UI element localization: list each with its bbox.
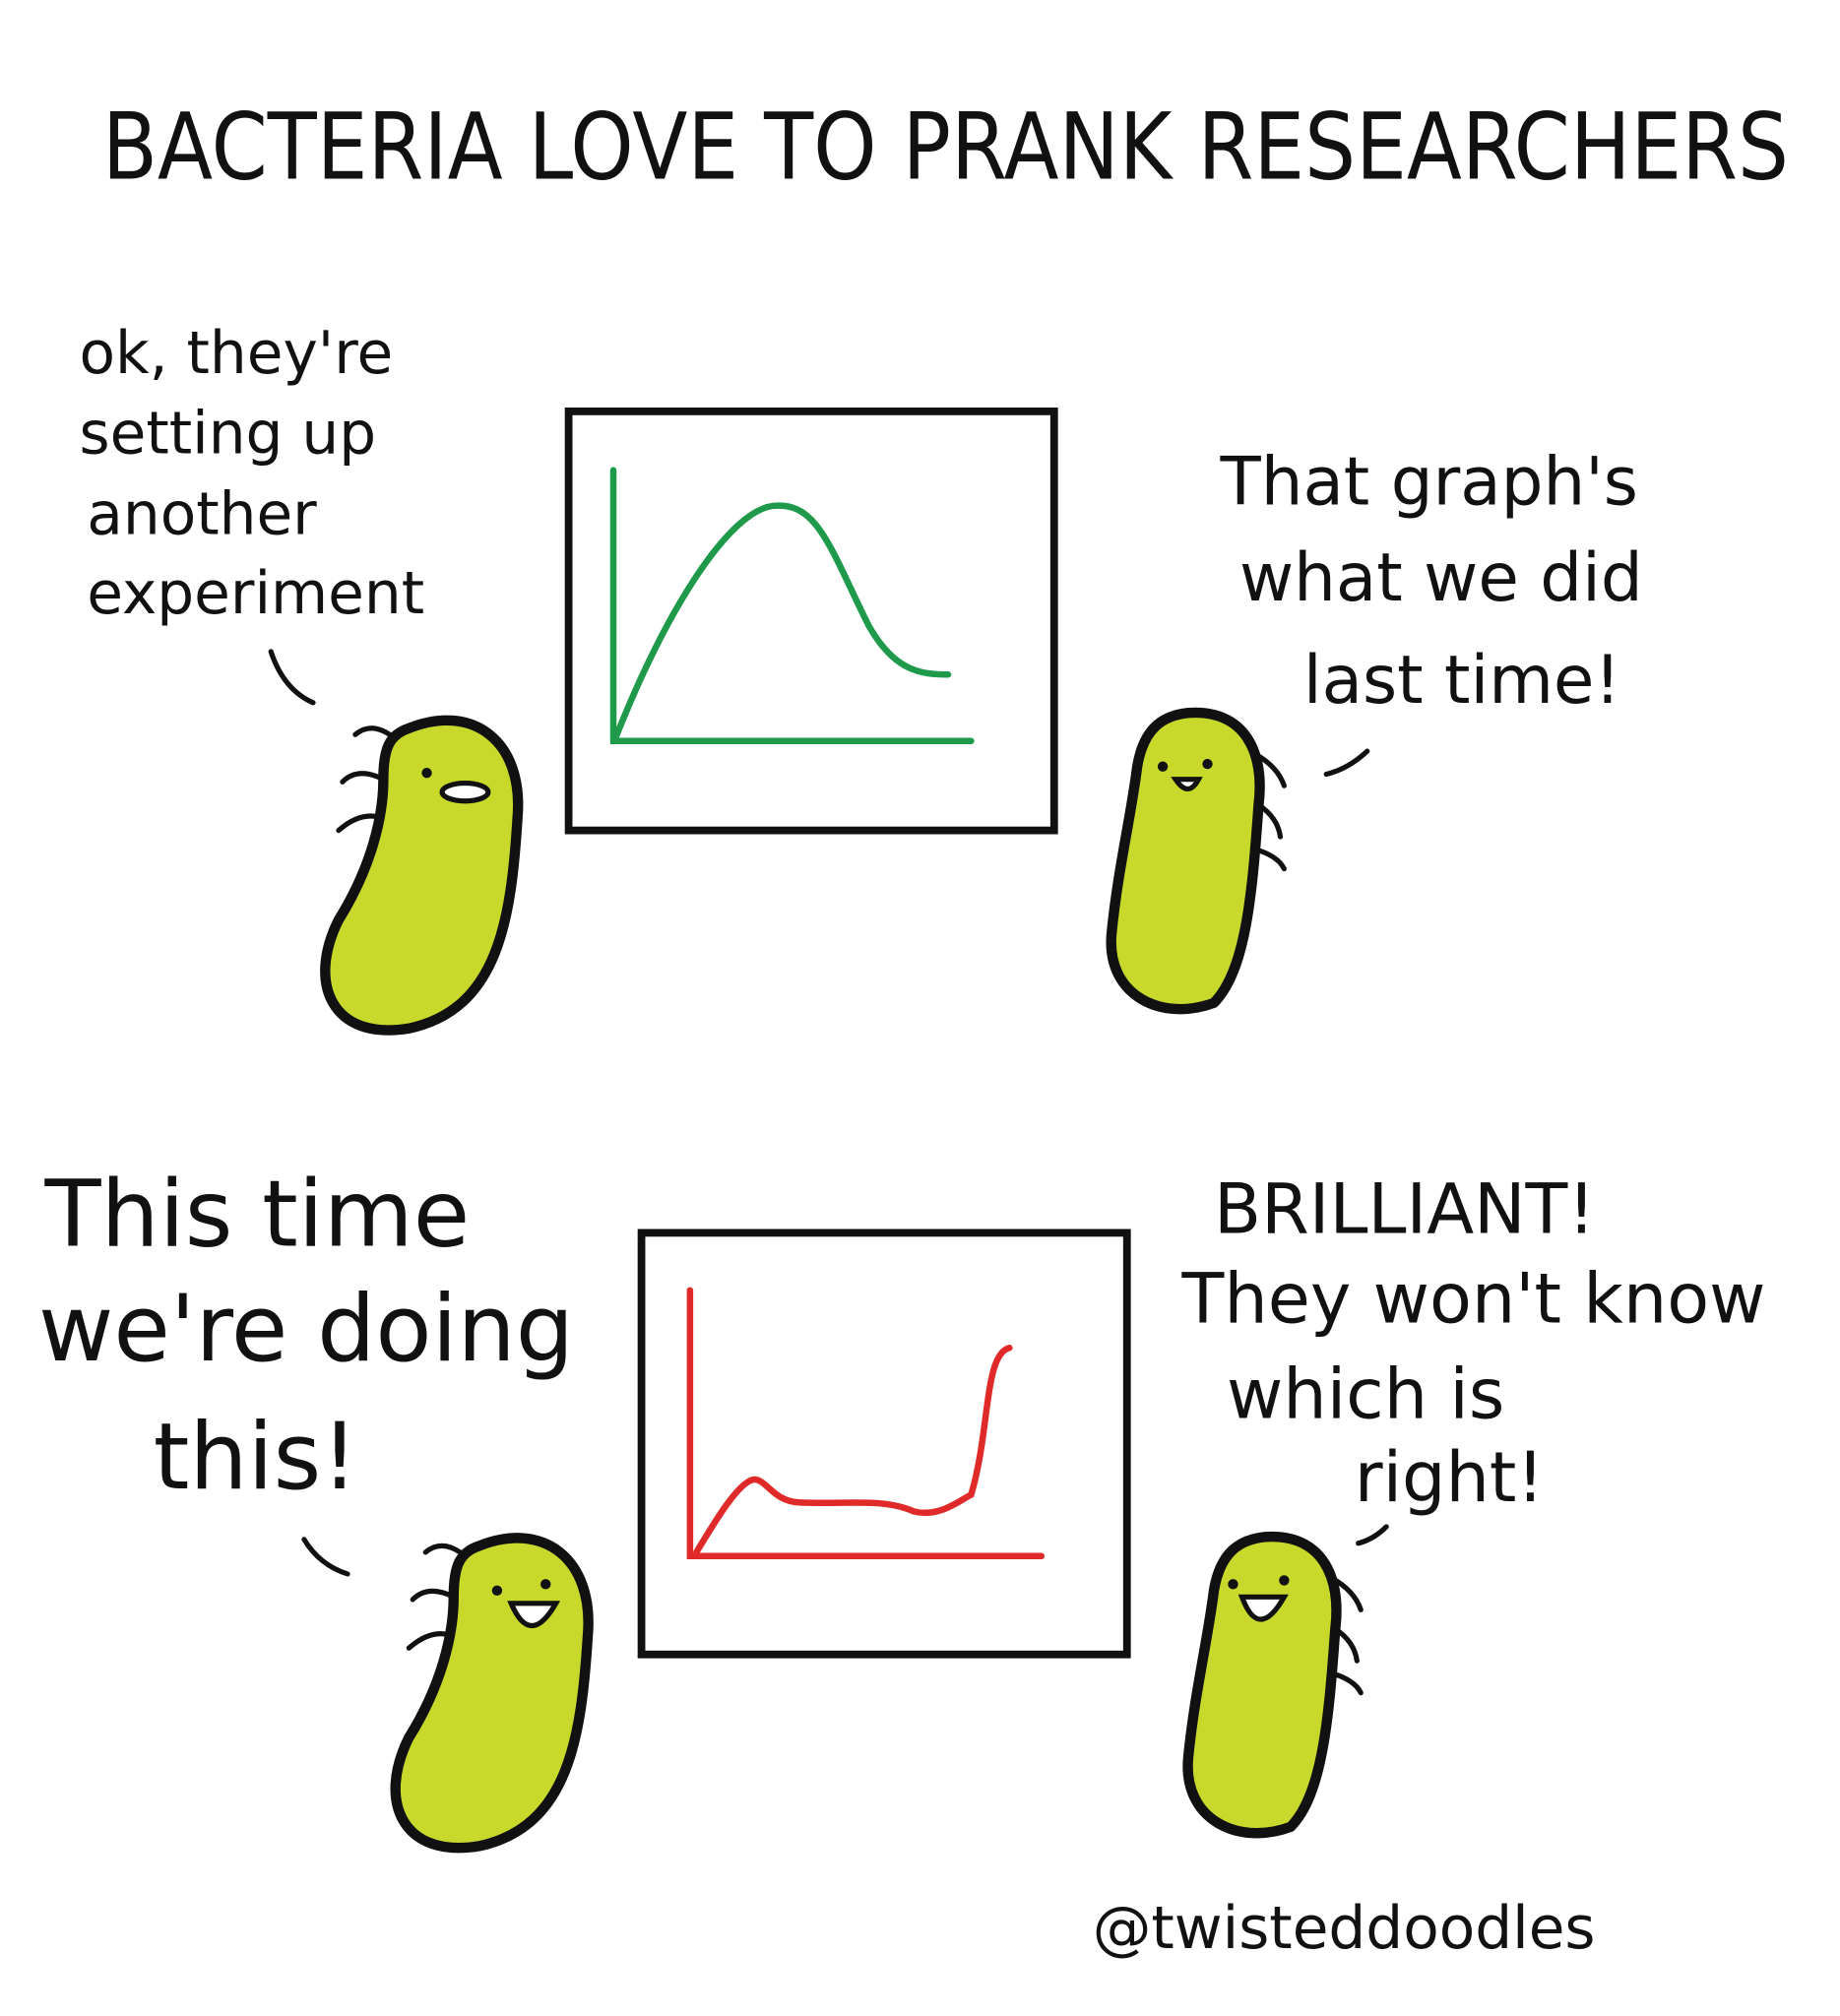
speech-line: last time! [1303,641,1621,719]
bacterium [1182,1532,1364,1839]
graph-frame [637,1228,1131,1659]
speech-line: They won't know [1181,1258,1766,1339]
speech-line: setting up [80,401,377,469]
speech-line: this! [154,1404,358,1511]
speech-line: This time [43,1161,470,1268]
bacterium [320,715,524,1036]
speech-line: ok, they're [80,320,394,388]
graph-frame [564,408,1058,835]
bacterium [1106,707,1287,1015]
credit: @twisteddoodles [1093,1895,1596,1963]
speech-line: we're doing [38,1276,574,1383]
graph-curve [693,1344,1013,1556]
speech-line: BRILLIANT! [1214,1168,1595,1249]
graph-axes [686,1287,1046,1560]
panel: ok, they're setting up another experimen… [80,320,1643,1036]
speech-line: what we did [1239,538,1643,616]
speech-tick [268,649,316,706]
speech-line: experiment [87,560,424,628]
graph-curve [612,502,952,741]
graph-axes [609,467,975,744]
speech-line: right! [1355,1437,1545,1518]
bacterium [390,1533,594,1854]
speech-line: another [87,480,317,548]
speech-tick [1356,1524,1389,1546]
speech-line: That graph's [1219,443,1637,521]
comic-title: BACTERIA LOVE TO PRANK RESEARCHERS [102,94,1789,202]
panel: This time we're doing this! BRILLIANT! T… [38,1161,1766,1854]
speech-line: which is [1227,1354,1504,1435]
speech-tick [1323,748,1370,778]
speech-tick [301,1537,350,1577]
